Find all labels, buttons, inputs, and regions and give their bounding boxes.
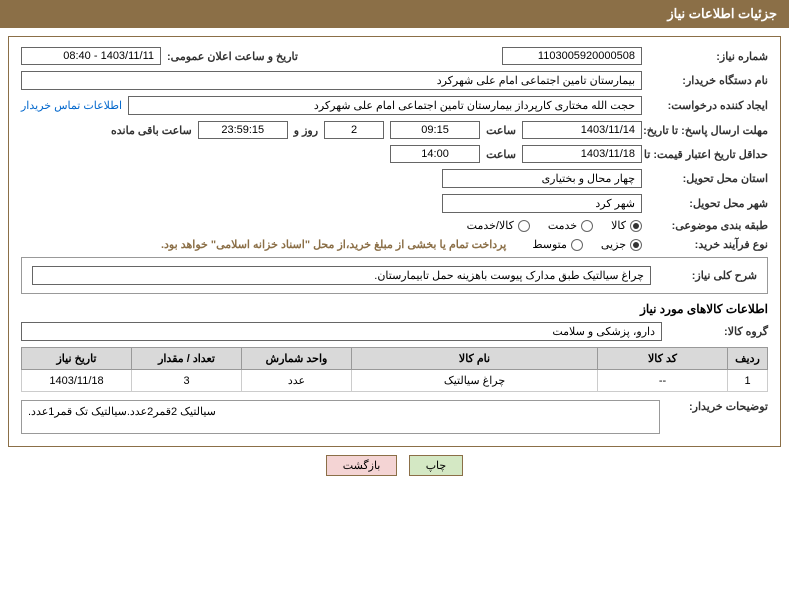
purchase-type-option-0[interactable]: جزیی: [601, 238, 642, 251]
hour-label-1: ساعت: [486, 124, 516, 137]
goods-table: ردیفکد کالانام کالاواحد شمارشتعداد / مقد…: [21, 347, 768, 392]
description-label: شرح کلی نیاز:: [657, 269, 757, 282]
hour-label-2: ساعت: [486, 148, 516, 161]
city-field: شهر کرد: [442, 194, 642, 213]
announce-label: تاریخ و ساعت اعلان عمومی:: [167, 50, 298, 63]
table-header-cell: نام کالا: [352, 348, 598, 370]
buyer-contact-link[interactable]: اطلاعات تماس خریدار: [21, 99, 122, 112]
print-button[interactable]: چاپ: [409, 455, 464, 476]
category-option-0[interactable]: کالا: [611, 219, 642, 232]
table-header-cell: کد کالا: [598, 348, 728, 370]
need-number-field: 1103005920000508: [502, 47, 642, 65]
goods-group-label: گروه کالا:: [668, 325, 768, 338]
radio-label: خدمت: [548, 219, 577, 232]
remain-time-field: 23:59:15: [198, 121, 288, 139]
radio-icon[interactable]: [630, 220, 642, 232]
footer-buttons: چاپ بازگشت: [0, 455, 789, 476]
table-header-cell: تعداد / مقدار: [132, 348, 242, 370]
validity-date-field: 1403/11/18: [522, 145, 642, 163]
back-button[interactable]: بازگشت: [326, 455, 398, 476]
table-header-cell: واحد شمارش: [242, 348, 352, 370]
table-cell: عدد: [242, 370, 352, 392]
days-field: 2: [324, 121, 384, 139]
buyer-notes-box: سیالتیک 2قمر2عدد.سیالتیک تک قمر1عدد.: [21, 400, 660, 434]
table-row: 1--چراغ سیالتیکعدد31403/11/18: [22, 370, 768, 392]
validity-time-field: 14:00: [390, 145, 480, 163]
goods-section-title: اطلاعات کالاهای مورد نیاز: [21, 302, 768, 316]
description-field: چراغ سیالتیک طبق مدارک پیوست باهزینه حمل…: [32, 266, 651, 285]
requester-field: حجت الله مختاری کارپرداز بیمارستان تامین…: [128, 96, 642, 115]
page-header: جزئیات اطلاعات نیاز: [0, 0, 789, 28]
table-cell: 1: [728, 370, 768, 392]
table-cell: 3: [132, 370, 242, 392]
purchase-type-radio-group: جزیی متوسط: [532, 238, 642, 251]
radio-label: کالا/خدمت: [467, 219, 514, 232]
response-deadline-label: مهلت ارسال پاسخ: تا تاریخ:: [648, 124, 768, 137]
buyer-org-label: نام دستگاه خریدار:: [648, 74, 768, 87]
category-label: طبقه بندی موضوعی:: [648, 219, 768, 232]
radio-icon[interactable]: [581, 220, 593, 232]
province-field: چهار محال و بختیاری: [442, 169, 642, 188]
announce-field: 1403/11/11 - 08:40: [21, 47, 161, 65]
table-cell: 1403/11/18: [22, 370, 132, 392]
description-box: شرح کلی نیاز: چراغ سیالتیک طبق مدارک پیو…: [21, 257, 768, 294]
table-header-cell: ردیف: [728, 348, 768, 370]
radio-icon[interactable]: [571, 239, 583, 251]
city-label: شهر محل تحویل:: [648, 197, 768, 210]
purchase-type-label: نوع فرآیند خرید:: [648, 238, 768, 251]
remain-label: ساعت باقی مانده: [111, 124, 192, 137]
need-number-label: شماره نیاز:: [648, 50, 768, 63]
page-title: جزئیات اطلاعات نیاز: [667, 6, 777, 21]
radio-icon[interactable]: [518, 220, 530, 232]
response-time-field: 09:15: [390, 121, 480, 139]
radio-label: کالا: [611, 219, 626, 232]
table-cell: چراغ سیالتیک: [352, 370, 598, 392]
response-date-field: 1403/11/14: [522, 121, 642, 139]
days-and-label: روز و: [294, 124, 318, 137]
radio-label: جزیی: [601, 238, 626, 251]
goods-group-field: دارو، پزشکی و سلامت: [21, 322, 662, 341]
radio-label: متوسط: [532, 238, 567, 251]
purchase-type-option-1[interactable]: متوسط: [532, 238, 583, 251]
buyer-notes-label: توضیحات خریدار:: [668, 400, 768, 413]
table-cell: --: [598, 370, 728, 392]
radio-icon[interactable]: [630, 239, 642, 251]
category-option-2[interactable]: کالا/خدمت: [467, 219, 530, 232]
requester-label: ایجاد کننده درخواست:: [648, 99, 768, 112]
category-radio-group: کالا خدمت کالا/خدمت: [467, 219, 642, 232]
table-header-cell: تاریخ نیاز: [22, 348, 132, 370]
category-option-1[interactable]: خدمت: [548, 219, 593, 232]
province-label: استان محل تحویل:: [648, 172, 768, 185]
validity-label: حداقل تاریخ اعتبار قیمت: تا تاریخ:: [648, 148, 768, 161]
main-panel: شماره نیاز: 1103005920000508 تاریخ و ساع…: [8, 36, 781, 447]
payment-note: پرداخت تمام یا بخشی از مبلغ خرید،از محل …: [161, 238, 506, 251]
buyer-org-field: بیمارستان تامین اجتماعی امام علی شهرکرد: [21, 71, 642, 90]
